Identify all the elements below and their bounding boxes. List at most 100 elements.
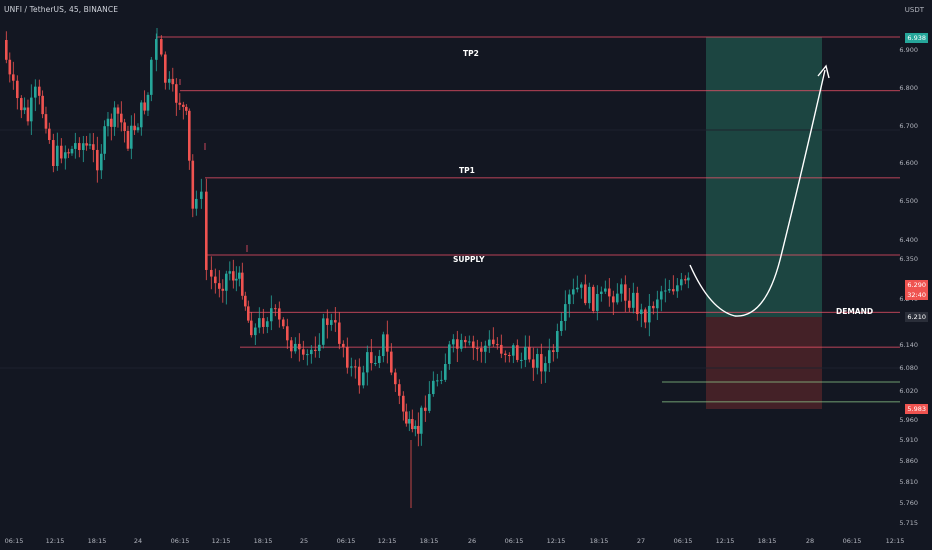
candle-body	[684, 279, 687, 281]
candle-body	[5, 40, 8, 60]
candle-body	[88, 144, 92, 146]
price-tick-label: 5.910	[899, 436, 918, 444]
candle-body	[103, 126, 106, 154]
candle-body	[164, 54, 167, 83]
candle-body	[632, 292, 635, 308]
candle-body	[160, 39, 163, 55]
candle-body	[247, 306, 250, 321]
candle-body	[38, 86, 41, 96]
candle-body	[417, 425, 420, 434]
candle-body	[408, 419, 411, 424]
candle-body	[191, 160, 195, 209]
candle-body	[460, 339, 463, 349]
candle-body	[262, 318, 265, 327]
candle-body	[48, 128, 51, 141]
candle-body	[640, 309, 643, 315]
candle-body	[225, 273, 228, 291]
level-lines	[156, 36, 900, 403]
candle-body	[214, 276, 217, 284]
candle-body	[185, 106, 188, 111]
candle-body	[270, 308, 273, 322]
time-tick-label: 12:15	[211, 537, 231, 545]
candle-body	[536, 354, 539, 368]
candle-body	[342, 343, 345, 347]
time-tick-label: 18:15	[589, 537, 609, 545]
candle-body	[130, 125, 133, 149]
candle-body	[532, 359, 535, 368]
target-zone	[706, 37, 822, 317]
time-tick-label: 18:15	[253, 537, 273, 545]
candle-body	[232, 271, 235, 281]
candle-body	[540, 354, 543, 372]
candle-body	[78, 143, 81, 151]
candle-body	[74, 143, 77, 149]
candle-body	[424, 407, 427, 411]
candle-body	[584, 284, 587, 304]
currency-label[interactable]: USDT	[904, 6, 924, 14]
candle-body	[290, 340, 293, 352]
candle-body	[576, 287, 579, 290]
symbol-title[interactable]: UNFI / TetherUS, 45, BINANCE	[4, 5, 119, 14]
candle-body	[580, 284, 583, 288]
candle-body	[411, 419, 414, 430]
candle-body	[652, 305, 655, 309]
projection-curve	[689, 69, 826, 317]
candle-body	[572, 289, 575, 295]
candle-body	[528, 346, 531, 360]
candle-body	[492, 339, 495, 345]
candle-body	[544, 363, 547, 372]
candle-body	[428, 394, 431, 411]
candle-body	[390, 351, 393, 373]
price-tick-label: 6.900	[899, 46, 918, 54]
candle-body	[382, 334, 385, 357]
candle-body	[96, 149, 99, 171]
candle-body	[520, 359, 523, 361]
candle-body	[123, 122, 126, 131]
candle-body	[516, 345, 519, 360]
candle-body	[596, 293, 599, 311]
price-tick-label: 6.020	[899, 387, 918, 395]
candle-body	[405, 411, 408, 424]
price-tick-label: 6.400	[899, 236, 918, 244]
position-zones	[0, 37, 900, 409]
candle-body	[146, 94, 150, 111]
candle-body	[41, 95, 44, 115]
time-tick-label: 06:15	[842, 537, 862, 545]
candle-body	[468, 341, 471, 343]
candle-body	[556, 331, 559, 352]
target-price-tag: 6.938	[905, 33, 928, 43]
candle-body	[420, 407, 423, 434]
candle-body	[366, 352, 369, 373]
candle-body	[680, 279, 683, 286]
candle-body	[370, 352, 373, 364]
candle-body	[664, 290, 667, 292]
candle-body	[564, 304, 567, 321]
candle-body	[56, 145, 59, 167]
price-tick-label: 6.140	[899, 341, 918, 349]
candle-body	[92, 144, 95, 150]
candle-body	[274, 308, 277, 310]
candle-body	[636, 292, 639, 315]
candle-body	[241, 272, 244, 296]
candle-body	[480, 348, 483, 352]
price-tick-label: 6.350	[899, 255, 918, 263]
candle-body	[150, 59, 153, 95]
candle-body	[350, 366, 353, 368]
candle-body	[60, 145, 63, 159]
time-tick-label: 06:15	[673, 537, 693, 545]
candle-body	[116, 107, 120, 114]
candle-body	[20, 98, 23, 111]
countdown-tag: 32:40	[905, 290, 928, 300]
candle-body	[386, 334, 389, 352]
candle-body	[310, 349, 313, 355]
candle-body	[210, 269, 213, 277]
candle-body	[26, 107, 30, 122]
candle-body	[378, 356, 381, 364]
time-tick-label: 27	[636, 537, 646, 545]
candle-body	[592, 286, 595, 311]
candle-body	[512, 345, 515, 356]
candle-body	[140, 102, 143, 128]
candle-body	[314, 349, 317, 352]
time-tick-label: 26	[467, 537, 477, 545]
